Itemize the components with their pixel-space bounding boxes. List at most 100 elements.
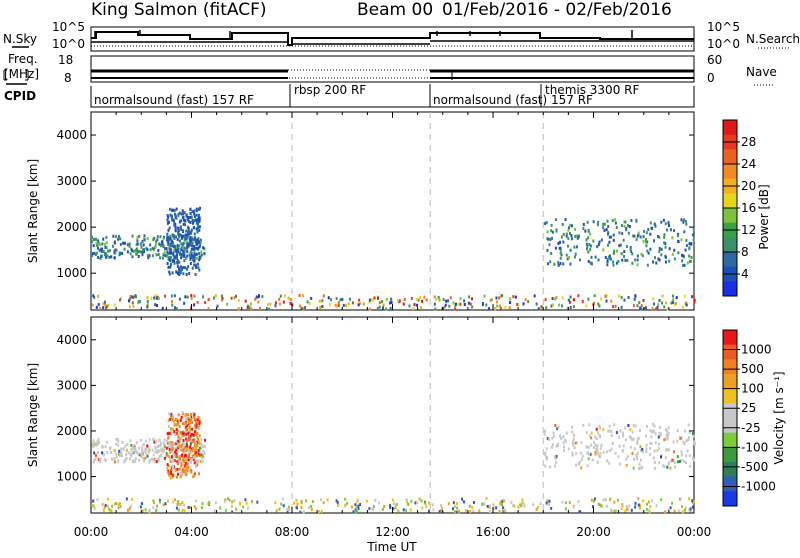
echo-point xyxy=(394,505,397,509)
echo-point xyxy=(193,303,196,307)
echo-point xyxy=(543,432,546,436)
echo-point xyxy=(625,226,628,230)
echo-point xyxy=(193,252,196,256)
echo-point xyxy=(97,437,100,441)
echo-point xyxy=(230,296,233,300)
echo-point xyxy=(201,459,204,463)
echo-point xyxy=(175,442,178,446)
echo-point xyxy=(605,299,608,303)
echo-point xyxy=(310,504,313,508)
echo-point xyxy=(113,303,116,307)
echo-point xyxy=(648,510,651,514)
echo-point xyxy=(688,242,691,246)
echo-point xyxy=(171,414,174,418)
echo-point xyxy=(587,259,590,263)
echo-point xyxy=(104,445,107,449)
echo-point xyxy=(175,270,178,274)
echo-point xyxy=(692,457,695,461)
echo-point xyxy=(585,431,588,435)
echo-point xyxy=(94,253,97,257)
echo-point xyxy=(166,432,169,436)
echo-point xyxy=(189,470,192,474)
echo-point xyxy=(176,429,179,433)
echo-point xyxy=(193,443,196,447)
echo-point xyxy=(647,508,650,512)
echo-point xyxy=(158,498,161,502)
echo-point xyxy=(456,506,459,510)
echo-point xyxy=(141,453,144,457)
echo-point xyxy=(455,510,458,514)
echo-point xyxy=(158,242,161,246)
echo-point xyxy=(160,453,163,457)
echo-point xyxy=(197,421,200,425)
echo-point xyxy=(187,215,190,219)
echo-point xyxy=(685,239,688,243)
echo-point xyxy=(668,461,671,465)
echo-point xyxy=(499,306,502,310)
echo-point xyxy=(112,234,115,238)
echo-point xyxy=(196,425,199,429)
echo-point xyxy=(335,304,338,308)
echo-point xyxy=(151,457,154,461)
echo-point xyxy=(104,306,107,310)
echo-point xyxy=(677,251,680,255)
echo-point xyxy=(111,504,114,508)
echo-point xyxy=(667,426,670,430)
echo-point xyxy=(134,456,137,460)
echo-point xyxy=(166,463,169,467)
echo-point xyxy=(546,499,549,503)
echo-point xyxy=(179,269,182,273)
echo-point xyxy=(631,451,634,455)
echo-point xyxy=(199,241,202,245)
echo-point xyxy=(180,453,183,457)
echo-point xyxy=(635,453,638,457)
echo-point xyxy=(582,423,585,427)
echo-point xyxy=(175,475,178,479)
echo-point xyxy=(144,451,147,455)
echo-point xyxy=(566,244,569,248)
echo-point xyxy=(365,499,368,503)
echo-point xyxy=(595,448,598,452)
echo-point xyxy=(174,214,177,218)
echo-point xyxy=(670,301,673,305)
echo-point xyxy=(159,444,162,448)
echo-point xyxy=(499,501,502,505)
echo-point xyxy=(196,222,199,226)
colorbar-tick-label: 500 xyxy=(741,362,764,376)
echo-point xyxy=(671,458,674,462)
echo-point xyxy=(458,510,461,514)
echo-point xyxy=(693,298,696,302)
echo-point xyxy=(688,454,691,458)
echo-point xyxy=(649,505,652,509)
echo-point xyxy=(683,508,686,512)
colorbar-tick-label: -25 xyxy=(741,421,761,435)
echo-point xyxy=(495,506,498,510)
echo-point xyxy=(192,475,195,479)
echo-point xyxy=(175,256,178,260)
echo-point xyxy=(119,453,122,457)
echo-point xyxy=(640,304,643,308)
echo-point xyxy=(224,498,227,502)
echo-point xyxy=(191,440,194,444)
echo-point xyxy=(568,300,571,304)
echo-point xyxy=(172,465,175,469)
echo-point xyxy=(135,441,138,445)
echo-point xyxy=(148,508,151,512)
echo-point xyxy=(595,437,598,441)
echo-point xyxy=(207,306,210,310)
echo-point xyxy=(372,508,375,512)
echo-point xyxy=(177,457,180,461)
echo-point xyxy=(145,246,148,250)
echo-point xyxy=(182,432,185,436)
echo-point xyxy=(580,466,583,470)
echo-point xyxy=(635,237,638,241)
echo-point xyxy=(180,246,183,250)
echo-point xyxy=(131,301,134,305)
echo-point xyxy=(137,249,140,253)
colorbar-tick-label: -1000 xyxy=(741,479,776,493)
echo-point xyxy=(152,458,155,462)
echo-point xyxy=(357,303,360,307)
echo-point xyxy=(115,502,118,506)
echo-point xyxy=(146,237,149,241)
echo-point xyxy=(459,302,462,306)
